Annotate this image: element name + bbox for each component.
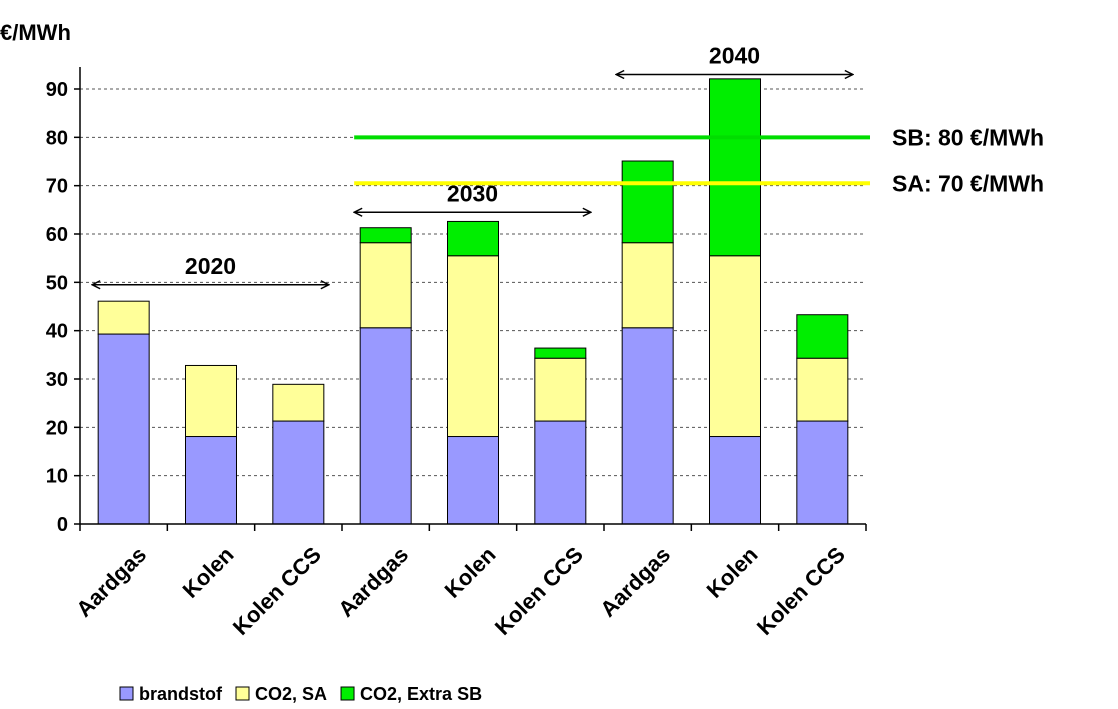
period-annotations: 2020 2030 2040 <box>92 43 853 285</box>
bar-segment-co2-sa <box>447 255 499 438</box>
bar-segment-brandstof <box>185 436 237 525</box>
bar-segment-co2-sa <box>359 242 412 329</box>
legend-swatch-brandstof <box>119 686 134 701</box>
bar-segment-co2-extra-sb <box>796 314 849 359</box>
y-tick-label: 30 <box>46 369 68 391</box>
y-axis-unit-label: €/MWh <box>0 20 71 45</box>
y-tick-label: 70 <box>46 176 68 198</box>
bars-group <box>97 78 849 525</box>
bar-segment-co2-extra-sb <box>359 227 412 244</box>
bar-segment-brandstof <box>97 333 150 525</box>
y-tick-label: 60 <box>46 224 68 246</box>
legend-label: CO2, Extra SB <box>360 684 482 704</box>
category-label: Kolen CCS <box>752 542 850 640</box>
bar-segment-brandstof <box>534 420 587 525</box>
category-label: Kolen <box>702 542 763 603</box>
sa-reference-label: SA: 70 €/MWh <box>892 170 1044 196</box>
reference-lines: SB: 80 €/MWh SA: 70 €/MWh <box>354 124 1044 196</box>
bar-segment-co2-sa <box>621 242 674 329</box>
y-tick-label: 20 <box>46 417 68 439</box>
legend: brandstof CO2, SA CO2, Extra SB <box>119 684 482 704</box>
bar-segment-co2-sa <box>272 383 325 422</box>
period-label-2030: 2030 <box>447 180 498 206</box>
legend-swatch-co2-sa <box>235 686 250 701</box>
bar-segment-brandstof <box>359 327 412 525</box>
bar-segment-brandstof <box>272 420 325 525</box>
bar-segment-brandstof <box>796 420 849 525</box>
legend-swatch-co2-extra-sb <box>340 686 355 701</box>
bar-segment-co2-extra-sb <box>709 78 761 257</box>
category-label: Kolen <box>440 542 501 603</box>
bar-segment-co2-sa <box>185 364 237 438</box>
legend-label: CO2, SA <box>255 684 327 704</box>
category-label: Kolen <box>178 542 239 603</box>
y-tick-label: 90 <box>46 79 68 101</box>
sb-reference-label: SB: 80 €/MWh <box>892 124 1044 150</box>
y-tick-label: 80 <box>46 127 68 149</box>
bar-segment-co2-extra-sb <box>534 347 587 359</box>
legend-label: brandstof <box>139 684 223 704</box>
category-label: Aardgas <box>71 542 151 622</box>
bar-segment-co2-sa <box>534 357 587 422</box>
bar-segment-brandstof <box>621 327 674 525</box>
y-tick-label: 50 <box>46 272 68 294</box>
category-label: Aardgas <box>595 542 675 622</box>
y-tick-label: 10 <box>46 466 68 488</box>
y-tick-label: 0 <box>57 514 68 536</box>
bar-segment-co2-sa <box>796 357 849 422</box>
bar-segment-brandstof <box>709 436 761 525</box>
bar-segment-co2-sa <box>97 300 150 335</box>
period-label-2020: 2020 <box>185 253 236 279</box>
period-label-2040: 2040 <box>709 43 760 69</box>
y-tick-label: 40 <box>46 321 68 343</box>
bar-segment-brandstof <box>447 436 499 525</box>
bar-segment-co2-extra-sb <box>447 220 499 257</box>
category-label: Kolen CCS <box>490 542 588 640</box>
bar-segment-co2-extra-sb <box>621 160 674 244</box>
category-label: Kolen CCS <box>228 542 326 640</box>
bar-segment-co2-sa <box>709 255 761 438</box>
category-label: Aardgas <box>333 542 413 622</box>
